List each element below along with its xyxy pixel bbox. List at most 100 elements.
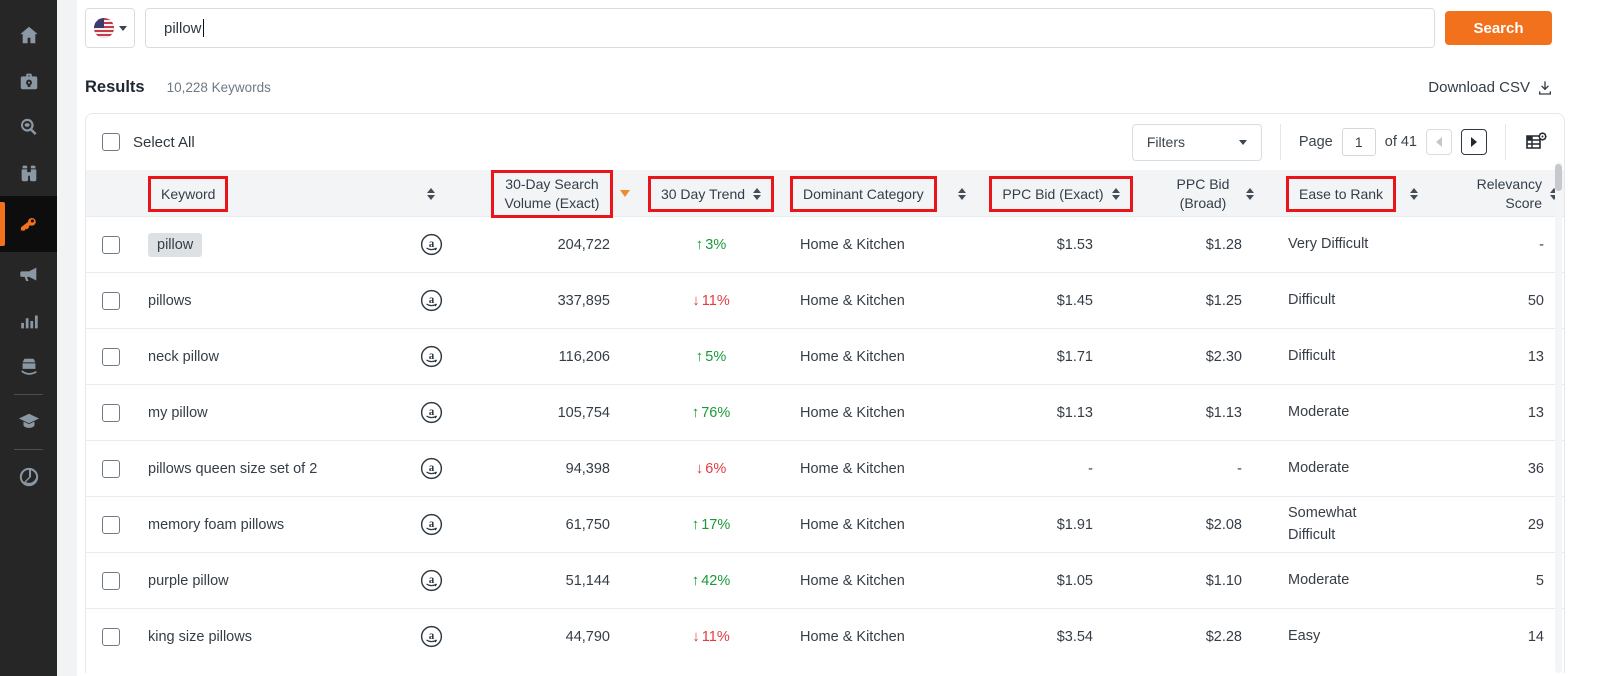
column-header-ease-to-rank[interactable]: Ease to Rank	[1286, 175, 1426, 212]
relevancy-score-cell: 13	[1527, 348, 1544, 365]
sort-icon	[1410, 187, 1419, 200]
column-label: PPC Bid (Exact)	[1002, 185, 1104, 202]
next-page-button[interactable]	[1461, 129, 1487, 155]
sort-icon	[1111, 187, 1120, 200]
row-checkbox[interactable]	[102, 403, 120, 422]
column-header-30-day-trend[interactable]: 30 Day Trend	[636, 175, 786, 212]
column-header-relevancy-score[interactable]: Relevancy Score	[1426, 175, 1564, 213]
row-checkbox[interactable]	[102, 291, 120, 310]
search-volume-cell: 337,895	[557, 292, 610, 309]
amazon-icon[interactable]: a	[420, 401, 443, 424]
search-volume-cell: 116,206	[558, 348, 610, 365]
sidebar-item-tools[interactable]	[0, 58, 57, 104]
svg-text:a: a	[428, 238, 434, 250]
row-checkbox[interactable]	[102, 627, 120, 646]
relevancy-score-cell: 29	[1527, 516, 1544, 533]
column-header-search-volume[interactable]: 30-Day Search Volume (Exact)	[476, 170, 636, 218]
column-settings-button[interactable]	[1524, 130, 1548, 154]
column-header-ppc-bid-exact[interactable]: PPC Bid (Exact)	[986, 175, 1136, 212]
arrow-right-icon	[1471, 137, 1477, 147]
sidebar-item-listing-builder[interactable]	[0, 252, 57, 298]
filters-dropdown[interactable]: Filters	[1131, 123, 1262, 161]
table-row: king size pillows a 44,790 ↓ 11% Home & K…	[86, 608, 1564, 664]
row-checkbox[interactable]	[102, 235, 120, 254]
ease-to-rank-cell: Somewhat Difficult	[1288, 505, 1357, 543]
amazon-icon[interactable]: a	[420, 233, 443, 256]
amazon-icon[interactable]: a	[420, 289, 443, 312]
keyword-sort[interactable]	[386, 187, 476, 200]
column-header-dominant-category[interactable]: Dominant Category	[786, 175, 986, 212]
amazon-icon[interactable]: a	[420, 457, 443, 480]
sidebar-divider	[14, 449, 43, 450]
ease-to-rank-cell: Easy	[1288, 627, 1321, 644]
search-volume-cell: 94,398	[565, 460, 610, 477]
trend-cell: ↑ 5%	[695, 348, 727, 365]
category-cell: Home & Kitchen	[800, 460, 905, 477]
sidebar-item-home[interactable]	[0, 12, 57, 58]
sidebar-item-keyword-research[interactable]	[0, 196, 57, 252]
key-icon	[20, 218, 36, 231]
svg-text:a: a	[428, 462, 434, 474]
trend-arrow-icon: ↑	[695, 348, 704, 365]
keyword-cell[interactable]: king size pillows	[148, 628, 252, 645]
category-cell: Home & Kitchen	[800, 236, 905, 253]
row-checkbox[interactable]	[102, 515, 120, 534]
row-checkbox[interactable]	[102, 459, 120, 478]
previous-page-button[interactable]	[1426, 129, 1452, 155]
row-checkbox[interactable]	[102, 571, 120, 590]
amazon-icon[interactable]: a	[420, 345, 443, 368]
search-button[interactable]: Search	[1445, 11, 1552, 45]
search-volume-cell: 44,790	[565, 628, 610, 645]
keyword-cell[interactable]: pillows queen size set of 2	[148, 460, 318, 477]
trend-arrow-icon: ↓	[692, 628, 700, 645]
search-input[interactable]: pillow	[145, 8, 1435, 48]
page-number-input[interactable]	[1341, 128, 1376, 156]
column-header-ppc-bid-broad[interactable]: PPC Bid (Broad)	[1136, 175, 1286, 213]
search-volume-cell: 204,722	[557, 236, 610, 253]
column-header-keyword[interactable]: Keyword	[136, 175, 386, 212]
table-body: pillow a 204,722 ↑ 3% Home & Kitchen $1.5…	[86, 216, 1564, 664]
column-label: Relevancy Score	[1476, 176, 1542, 211]
column-label: PPC Bid (Broad)	[1176, 176, 1230, 211]
svg-text:a: a	[428, 406, 434, 418]
relevancy-score-cell: 50	[1527, 292, 1544, 309]
sidebar-item-market-intelligence[interactable]	[0, 150, 57, 196]
ppc-bid-broad-cell: -	[1237, 460, 1242, 477]
column-label: 30-Day Search Volume (Exact)	[504, 176, 600, 211]
ease-to-rank-cell: Moderate	[1288, 403, 1350, 420]
amazon-icon[interactable]: a	[420, 569, 443, 592]
ease-to-rank-cell: Difficult	[1288, 291, 1336, 308]
annotation-box: 30 Day Trend	[647, 175, 775, 212]
keyword-cell[interactable]: purple pillow	[148, 572, 229, 589]
keyword-cell[interactable]: my pillow	[148, 404, 208, 421]
keyword-cell[interactable]: memory foam pillows	[148, 516, 285, 533]
table-row: my pillow a 105,754 ↑ 76% Home & Kitchen …	[86, 384, 1564, 440]
results-count: 10,228 Keywords	[166, 80, 271, 95]
chevron-down-icon	[1238, 139, 1247, 145]
column-label: Keyword	[161, 185, 216, 202]
sidebar-item-fulfillment[interactable]	[0, 344, 57, 390]
scrollbar-thumb[interactable]	[1555, 164, 1562, 191]
select-all-checkbox[interactable]	[102, 133, 120, 151]
svg-text:a: a	[428, 630, 434, 642]
sidebar-item-analytics[interactable]	[0, 298, 57, 344]
results-header: Results 10,228 Keywords Download CSV	[85, 78, 1553, 97]
trend-arrow-icon: ↑	[691, 516, 700, 533]
row-checkbox[interactable]	[102, 347, 120, 366]
sidebar-item-reports[interactable]	[0, 454, 57, 500]
sidebar-item-academy[interactable]	[0, 399, 57, 445]
scrollbar-track[interactable]	[1555, 162, 1562, 673]
page-total-label: of 41	[1384, 134, 1417, 150]
relevancy-score-cell: 14	[1527, 628, 1544, 645]
ppc-bid-broad-cell: $1.13	[1205, 404, 1242, 421]
ppc-bid-exact-cell: $1.71	[1056, 348, 1093, 365]
keyword-cell[interactable]: pillows	[148, 292, 192, 309]
sidebar-item-product-search[interactable]	[0, 104, 57, 150]
download-csv-button[interactable]: Download CSV	[1428, 79, 1553, 96]
amazon-icon[interactable]: a	[420, 625, 443, 648]
amazon-icon[interactable]: a	[420, 513, 443, 536]
keyword-cell[interactable]: neck pillow	[148, 348, 219, 365]
keyword-cell[interactable]: pillow	[148, 232, 203, 257]
marketplace-selector[interactable]	[85, 8, 135, 48]
annotation-box: 30-Day Search Volume (Exact)	[491, 170, 613, 218]
